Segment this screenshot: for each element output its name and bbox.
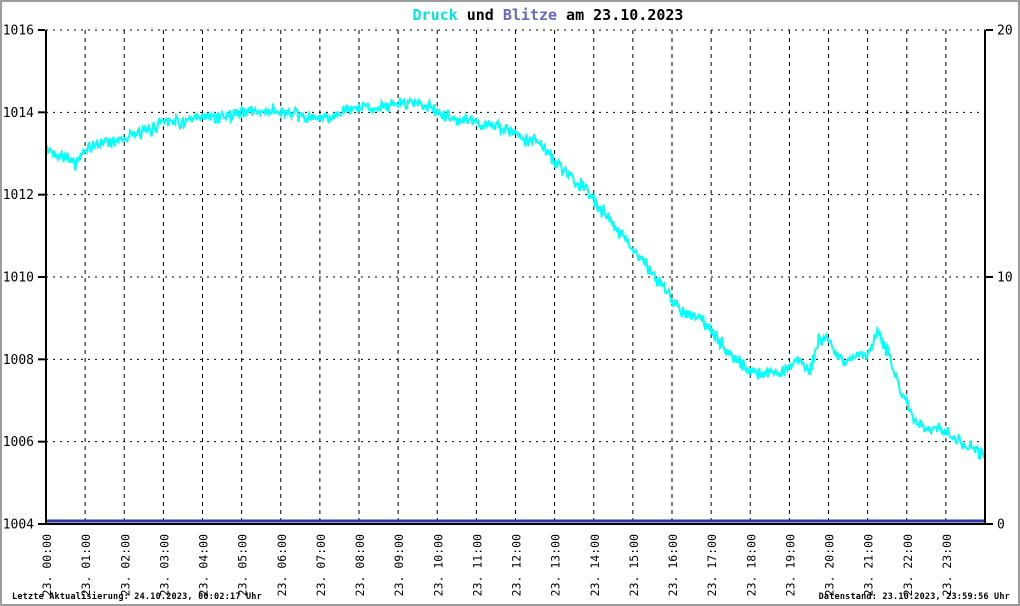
pressure-line [45,96,986,460]
y-tick-label-right: 10 [997,271,1013,286]
x-tick-label: 23. 12:00 [510,534,524,596]
y-tick-label-left: 1006 [3,435,34,450]
data-timestamp-text: Datenstand: 23.10.2023, 23:59:56 Uhr [818,592,1010,602]
title-series-blitze: Blitze [502,6,558,24]
x-tick-label: 23. 16:00 [666,534,680,596]
x-tick-label: 23. 07:00 [314,534,328,596]
x-tick-label: 23. 08:00 [353,534,367,596]
x-tick-label: 23. 21:00 [862,534,876,596]
title-date: am 23.10.2023 [557,6,684,24]
y-tick-label-left: 1012 [3,188,34,203]
x-tick-label: 23. 15:00 [627,534,641,596]
x-tick-label: 23. 17:00 [705,534,719,596]
x-tick-label: 23. 09:00 [392,534,406,596]
x-tick-label: 23. 19:00 [783,534,797,596]
x-tick-label: 23. 20:00 [823,534,837,596]
x-tick-label: 23. 23:00 [940,534,954,596]
y-tick-label-right: 20 [997,24,1013,39]
title-series-druck: Druck [412,6,458,24]
x-tick-label: 23. 13:00 [549,534,563,596]
x-tick-label: 23. 22:00 [901,534,915,596]
y-tick-label-left: 1014 [3,106,34,121]
last-update-text: Letzte Aktualisierung: 24.10.2023, 00:02… [12,592,262,602]
x-tick-label: 23. 11:00 [470,534,484,596]
chart-title: Druck und Blitze am 23.10.2023 [413,6,684,24]
x-tick-label: 23. 02:00 [118,534,132,596]
x-tick-label: 23. 18:00 [744,534,758,596]
x-tick-label: 23. 05:00 [236,534,250,596]
y-tick-label-left: 1016 [3,24,34,39]
y-tick-label-left: 1010 [3,271,34,286]
x-tick-label: 23. 14:00 [588,534,602,596]
x-tick-label: 23. 00:00 [40,534,54,596]
x-tick-label: 23. 04:00 [197,534,211,596]
x-tick-label: 23. 06:00 [275,534,289,596]
x-tick-label: 23. 03:00 [157,534,171,596]
y-tick-label-left: 1004 [3,518,34,533]
y-tick-label-left: 1008 [3,353,34,368]
y-tick-label-right: 0 [997,518,1005,533]
x-tick-label: 23. 10:00 [431,534,445,596]
title-connector: und [457,6,503,24]
x-tick-label: 23. 01:00 [79,534,93,596]
